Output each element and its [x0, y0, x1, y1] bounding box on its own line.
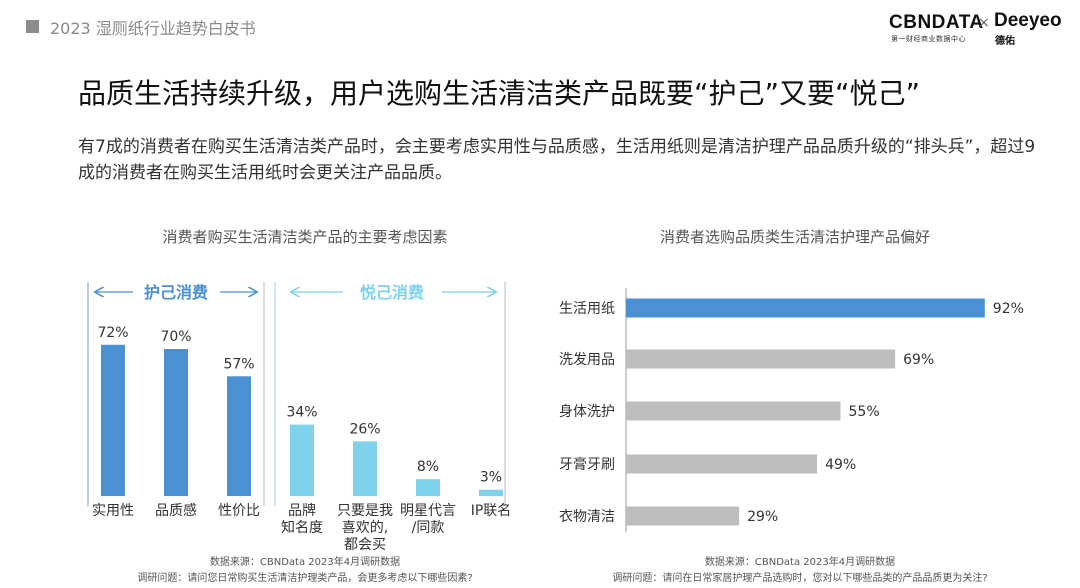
- bar: [479, 489, 503, 496]
- report-title: 2023 湿厕纸行业趋势白皮书: [50, 19, 256, 38]
- category-label: 性价比: [218, 503, 260, 519]
- page-title: 品质生活持续升级，用户选购生活清洁类产品既要“护己”又要“悦己”: [78, 77, 921, 110]
- chart1-factors-bar-chart: 护己消费 悦己消费 72% 实用性 70% 品质感 57% 性价比 34% 品牌知名度 26% 只要是…: [87, 282, 512, 552]
- bar: [626, 401, 841, 421]
- category-label: 洗发用品: [559, 352, 615, 368]
- chart2-source: 数据来源：CBNData 2023年4月调研数据: [704, 557, 896, 568]
- bar: [626, 454, 818, 474]
- bar-value-label: 70%: [160, 329, 191, 345]
- header-square-icon: [26, 20, 39, 33]
- bar-value-label: 72%: [97, 325, 128, 341]
- bar: [626, 349, 896, 369]
- bar-value-label: 57%: [223, 356, 254, 372]
- category-label: 牙膏牙刷: [559, 456, 615, 473]
- bar-value-label: 3%: [480, 470, 502, 486]
- bar: [416, 479, 440, 496]
- category-label: 只要是我喜欢的,都会买: [337, 503, 393, 552]
- chart2-question: 调研问题：请问在日常家居护理产品选购时，您对以下哪些品类的产品品质更为关注?: [612, 573, 988, 584]
- group1-label: 护己消费: [144, 283, 208, 302]
- deeyeo-logo: Deeyeo: [994, 10, 1062, 31]
- category-label: 品质感: [155, 502, 197, 519]
- page-description: 有7成的消费者在购买生活清洁类产品时，会主要考虑实用性与品质感，生活用纸则是清洁…: [78, 137, 1036, 183]
- bar: [164, 349, 188, 496]
- category-label: 品牌知名度: [281, 502, 323, 536]
- bar: [626, 298, 985, 318]
- category-label: 衣物清洁: [559, 509, 615, 525]
- bar: [290, 424, 314, 496]
- bar-value-label: 26%: [349, 421, 380, 437]
- bar: [101, 344, 125, 496]
- logo-separator: ×: [978, 15, 990, 31]
- chart1-title: 消费者购买生活清洁类产品的主要考虑因素: [162, 228, 448, 246]
- deeyeo-logo-subtitle: 德佑: [995, 36, 1015, 47]
- category-label: IP联名: [471, 503, 512, 519]
- chart1-question: 调研问题：请问您日常购买生活清洁护理类产品，会更多考虑以下哪些因素?: [137, 573, 473, 584]
- bar-value-label: 8%: [417, 459, 439, 475]
- bar-value-label: 92%: [993, 301, 1024, 317]
- category-label: 实用性: [92, 503, 134, 519]
- bar-value-label: 29%: [747, 509, 778, 525]
- chart1-source: 数据来源：CBNData 2023年4月调研数据: [209, 557, 401, 568]
- bar-value-label: 49%: [825, 457, 856, 473]
- cbndata-logo-subtitle: 第一财经商业数据中心: [891, 35, 966, 43]
- cbndata-logo: CBNDATA: [889, 12, 984, 33]
- chart2-title: 消费者选购品质类生活清洁护理产品偏好: [659, 228, 930, 246]
- category-label: 明星代言/同款: [400, 503, 456, 536]
- chart2-preference-bar-chart: 生活用纸 92% 洗发用品 69% 身体洗护 55% 牙膏牙刷 49% 衣物清洁 29%: [559, 288, 1024, 532]
- category-label: 生活用纸: [559, 301, 615, 317]
- bar-value-label: 69%: [903, 352, 934, 368]
- bar: [353, 441, 377, 496]
- bar: [227, 376, 251, 496]
- category-label: 身体洗护: [559, 404, 615, 420]
- bar: [626, 506, 740, 526]
- group2-label: 悦己消费: [360, 283, 424, 302]
- bar-value-label: 55%: [849, 404, 880, 420]
- bar-value-label: 34%: [286, 405, 317, 421]
